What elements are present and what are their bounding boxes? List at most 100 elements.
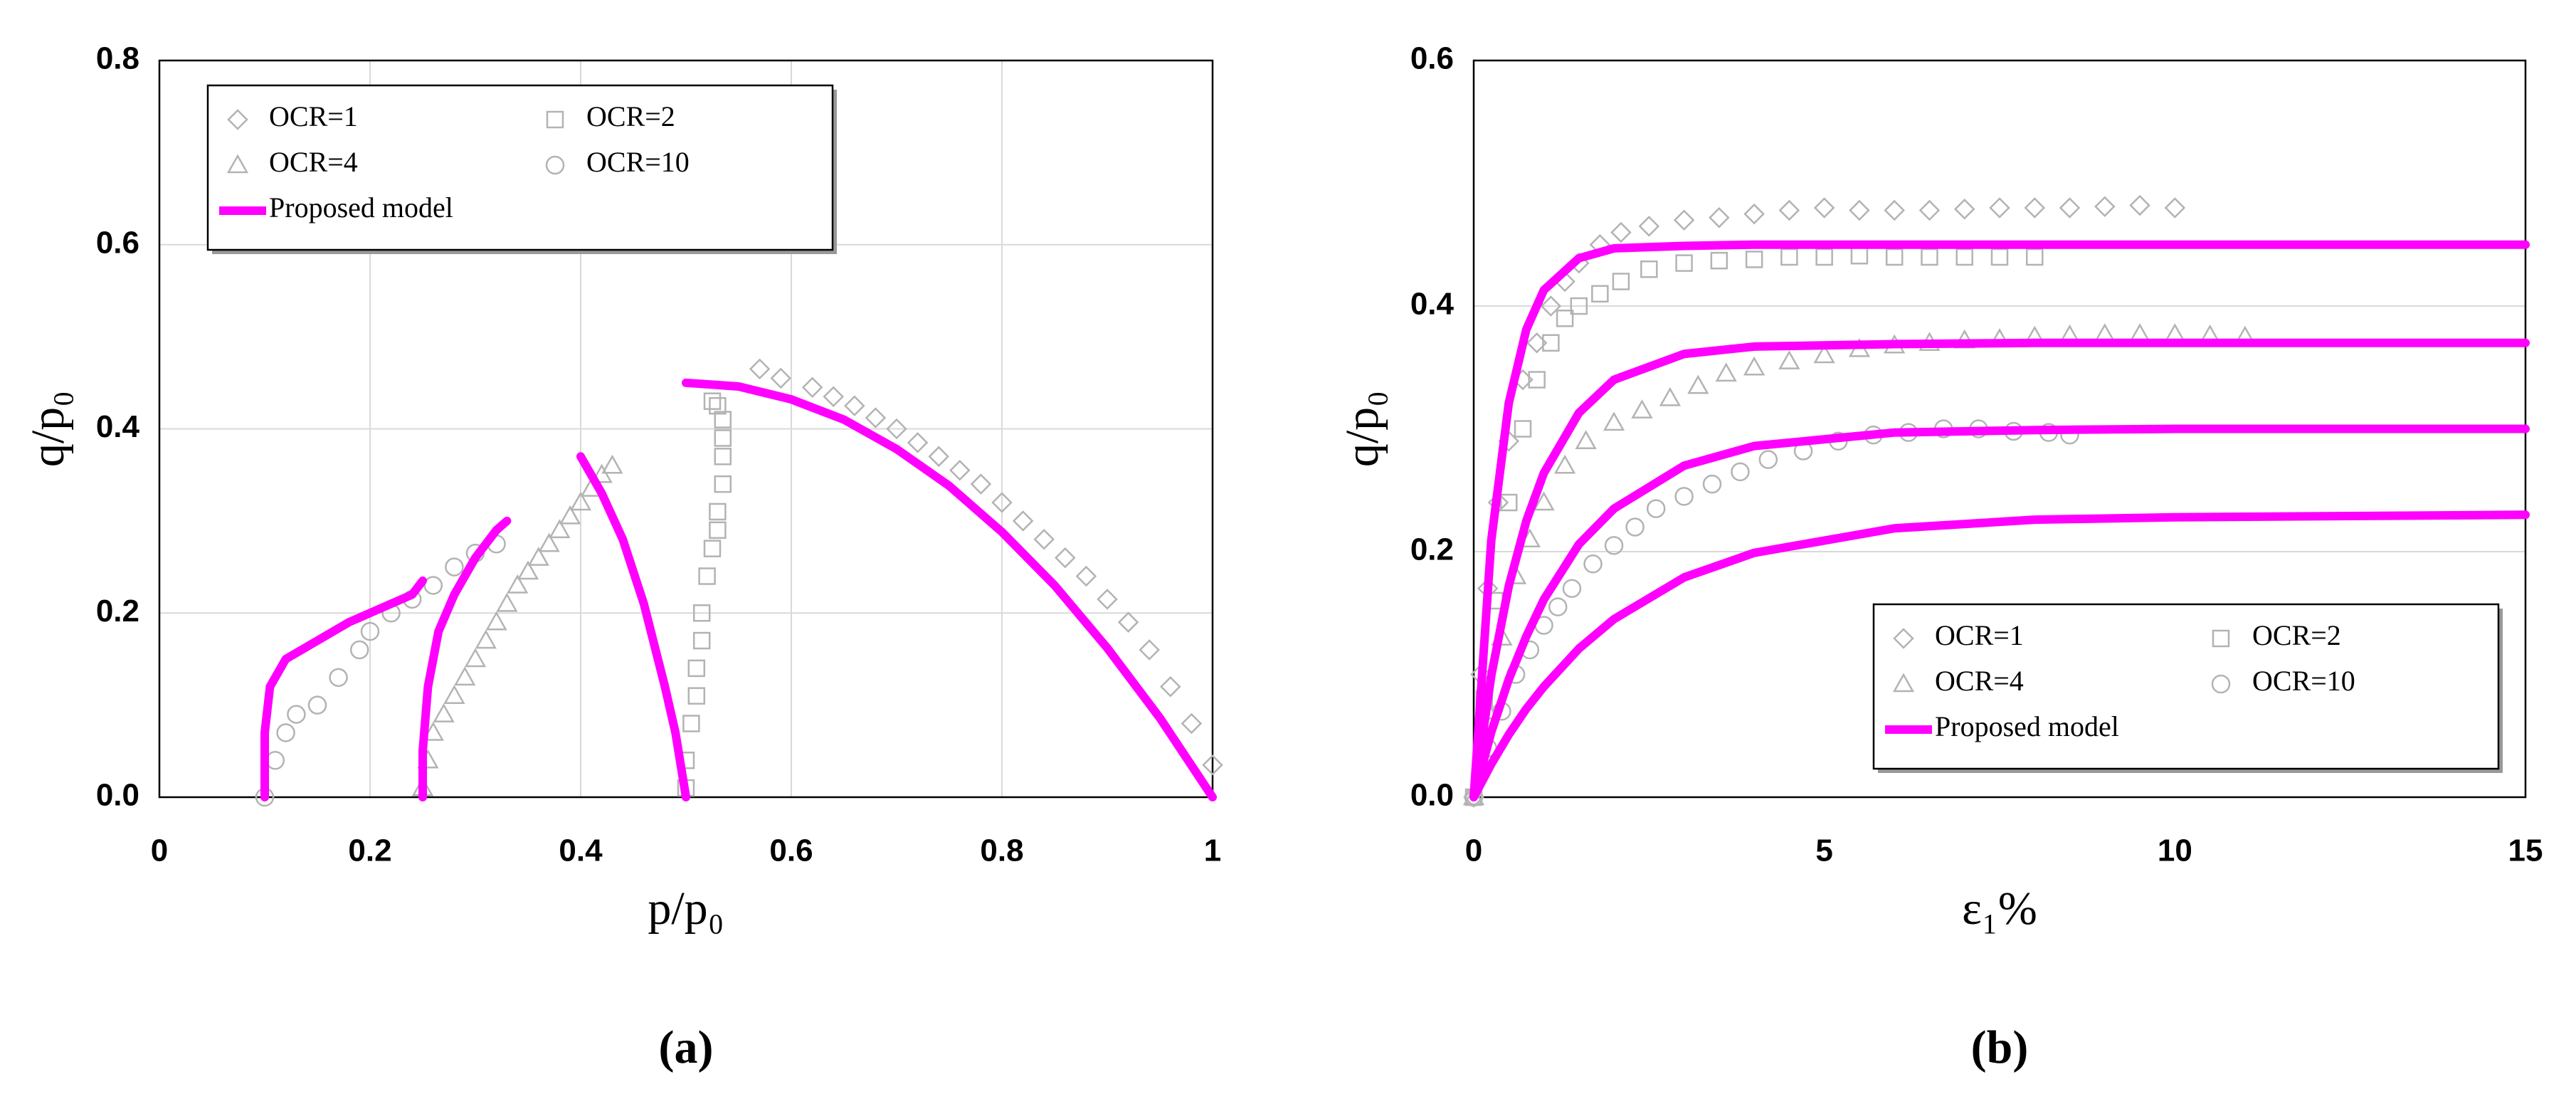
caption: (b) bbox=[1971, 1021, 2029, 1073]
triangle-marker bbox=[507, 574, 529, 594]
triangle-marker bbox=[1743, 356, 1765, 376]
y-tick-label: 0.6 bbox=[1410, 41, 1454, 76]
diamond-marker bbox=[844, 395, 865, 416]
legend-marker bbox=[2212, 629, 2230, 648]
model-curve bbox=[260, 378, 1217, 801]
x-axis-label: ε₁% bbox=[1962, 883, 2037, 935]
circle-marker bbox=[276, 723, 295, 742]
y-tick-label: 0.0 bbox=[1410, 778, 1454, 813]
circle-marker bbox=[1583, 554, 1603, 574]
legend-marker bbox=[545, 155, 565, 175]
diamond-marker bbox=[1884, 199, 1905, 221]
y-axis-label: q/p₀ bbox=[22, 391, 74, 467]
triangle-marker bbox=[549, 519, 571, 539]
x-axis-label: p/p₀ bbox=[648, 883, 724, 935]
square-marker bbox=[1570, 297, 1588, 315]
square-marker bbox=[1955, 248, 1973, 266]
legend-box bbox=[1872, 603, 2500, 770]
x-tick-label: 10 bbox=[2158, 833, 2192, 868]
square-marker bbox=[1528, 371, 1546, 389]
diamond-marker bbox=[2059, 197, 2081, 219]
x-tick-label: 0 bbox=[1465, 833, 1482, 868]
triangle-marker bbox=[454, 666, 476, 686]
diamond-marker bbox=[1849, 199, 1870, 221]
triangle-marker bbox=[433, 703, 455, 722]
triangle-marker bbox=[1575, 430, 1597, 449]
caption: (a) bbox=[659, 1021, 714, 1073]
legend-label: OCR=1 bbox=[269, 100, 358, 132]
diamond-marker bbox=[2024, 197, 2046, 219]
diamond-marker bbox=[1055, 547, 1076, 569]
x-tick-label: 0.8 bbox=[980, 833, 1023, 868]
circle-marker bbox=[349, 640, 369, 660]
square-marker bbox=[1514, 420, 1532, 438]
diamond-marker bbox=[970, 473, 992, 495]
diamond-marker bbox=[1117, 611, 1139, 633]
circle-marker bbox=[1604, 536, 1624, 555]
circle-marker bbox=[329, 668, 348, 688]
diamond-marker bbox=[1709, 207, 1730, 228]
x-tick-label: 15 bbox=[2508, 833, 2543, 868]
triangle-marker bbox=[569, 491, 592, 511]
legend-label: OCR=10 bbox=[586, 146, 690, 178]
square-marker bbox=[709, 503, 727, 521]
triangle-marker bbox=[517, 560, 539, 580]
diamond-marker bbox=[823, 386, 844, 407]
model-curve bbox=[1469, 240, 2530, 801]
square-marker bbox=[1591, 285, 1609, 303]
diamond-marker bbox=[865, 407, 887, 428]
square-marker bbox=[1500, 493, 1518, 512]
circle-marker bbox=[445, 557, 464, 577]
square-marker bbox=[1745, 251, 1763, 268]
y-tick-label: 0.4 bbox=[96, 409, 140, 444]
diamond-marker bbox=[1202, 754, 1223, 776]
circle-marker bbox=[1674, 487, 1694, 506]
triangle-marker bbox=[1603, 411, 1625, 431]
diamond-marker bbox=[1033, 528, 1055, 550]
diamond-marker bbox=[1012, 510, 1034, 532]
circle-marker bbox=[307, 695, 327, 715]
triangle-marker bbox=[1715, 362, 1737, 382]
legend-label: Proposed model bbox=[269, 191, 453, 223]
square-marker bbox=[1921, 248, 1938, 266]
square-marker bbox=[2026, 248, 2044, 266]
diamond-marker bbox=[1813, 197, 1835, 219]
legend-marker bbox=[226, 154, 249, 174]
triangle-marker bbox=[485, 611, 507, 631]
legend-label: Proposed model bbox=[1935, 710, 2119, 742]
legend-marker bbox=[2211, 674, 2231, 694]
circle-marker bbox=[423, 576, 443, 595]
diamond-marker bbox=[928, 446, 949, 468]
diamond-marker bbox=[2164, 197, 2186, 219]
diamond-marker bbox=[1638, 216, 1660, 237]
x-tick-label: 1 bbox=[1204, 833, 1221, 868]
diamond-marker bbox=[801, 377, 823, 399]
square-marker bbox=[1990, 248, 2009, 266]
triangle-marker bbox=[559, 505, 581, 525]
square-marker bbox=[703, 392, 722, 410]
triangle-marker bbox=[1533, 491, 1555, 511]
triangle-marker bbox=[527, 547, 549, 566]
square-marker bbox=[1612, 273, 1630, 290]
legend-label: OCR=2 bbox=[2252, 619, 2341, 651]
diamond-marker bbox=[886, 418, 907, 440]
square-marker bbox=[687, 687, 706, 705]
x-tick-label: 0.4 bbox=[559, 833, 603, 868]
triangle-marker bbox=[475, 629, 497, 649]
circle-marker bbox=[1548, 597, 1568, 616]
square-marker bbox=[709, 521, 727, 540]
circle-marker bbox=[1758, 450, 1778, 469]
square-marker bbox=[1815, 248, 1833, 266]
square-marker bbox=[1710, 251, 1728, 270]
circle-marker bbox=[1702, 474, 1722, 494]
triangle-marker bbox=[591, 463, 613, 483]
diamond-marker bbox=[1989, 197, 2010, 219]
diamond-marker bbox=[749, 358, 771, 380]
square-marker bbox=[714, 411, 732, 428]
triangle-marker bbox=[1813, 344, 1835, 364]
legend-label: OCR=10 bbox=[2252, 665, 2355, 697]
square-marker bbox=[1675, 254, 1693, 272]
triangle-marker bbox=[1778, 350, 1800, 369]
square-marker bbox=[714, 475, 732, 493]
